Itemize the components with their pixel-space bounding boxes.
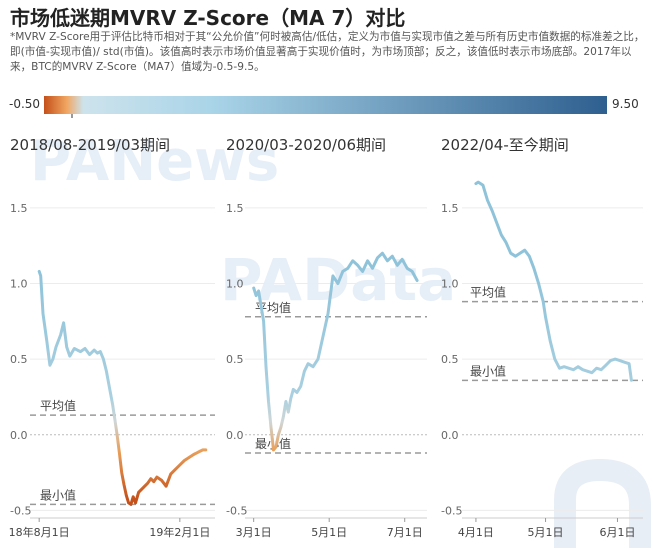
x-tick-label: 19年2月1日 (149, 525, 210, 539)
y-tick-label: -0.5 (226, 504, 247, 517)
panel-title: 2022/04-至今期间 (441, 136, 569, 154)
color-scale-legend: -0.50 9.50 (9, 96, 639, 118)
x-tick-label: 5月1日 (528, 526, 564, 539)
series-line (474, 180, 633, 382)
reference-label: 最小值 (40, 487, 76, 502)
y-tick-label: 1.0 (226, 277, 244, 290)
x-tick-label: 3月1日 (236, 526, 272, 539)
y-tick-label: 0.0 (441, 429, 459, 442)
reference-label: 平均值 (470, 285, 506, 300)
x-tick-label: 4月1日 (458, 526, 494, 539)
y-tick-label: 1.0 (10, 277, 28, 290)
x-tick-label: 7月1日 (387, 526, 423, 539)
series-line (37, 269, 208, 506)
x-tick-label: 5月1日 (311, 526, 347, 539)
y-tick-label: 1.5 (10, 202, 28, 215)
color-scale-max-label: 9.50 (612, 97, 639, 111)
y-tick-label: 1.5 (441, 202, 459, 215)
panels-layer: 2018/08-2019/03期间 1.5 1.0 0.5 0.0 -0.5 18年8月1日… (9, 136, 643, 539)
reference-label: 平均值 (255, 300, 291, 315)
panel-title: 2020/03-2020/06期间 (226, 136, 386, 154)
panel-3: 2022/04-至今期间 1.5 1.0 0.5 0.0 -0.5 4月1日 5月1日 6月1日… (441, 136, 643, 539)
watermark-logo (554, 458, 651, 548)
y-tick-label: -0.5 (441, 504, 462, 517)
y-tick-label: 0.0 (10, 429, 28, 442)
watermark-0: PANews (30, 129, 279, 194)
chart-description: *MVRV Z-Score用于评估比特币相对于其“公允价值”何时被高估/低估，定… (10, 31, 645, 73)
panel-title: 2018/08-2019/03期间 (10, 136, 170, 154)
y-tick-label: -0.5 (10, 504, 31, 517)
panel-2: 2020/03-2020/06期间 1.5 1.0 0.5 0.0 -0.5 3月1日 5月1… (226, 136, 427, 539)
y-tick-label: 0.0 (226, 429, 244, 442)
reference-label: 最小值 (470, 363, 506, 378)
y-tick-label: 0.5 (441, 353, 459, 366)
y-tick-label: 0.5 (10, 353, 28, 366)
x-tick-label: 18年8月1日 (9, 525, 70, 539)
panel-1: 2018/08-2019/03期间 1.5 1.0 0.5 0.0 -0.5 18年8月1日… (9, 136, 215, 539)
y-tick-label: 0.5 (226, 353, 244, 366)
color-scale-bar (44, 96, 607, 114)
reference-label: 平均值 (40, 398, 76, 413)
series-line (252, 251, 419, 452)
x-tick-label: 6月1日 (599, 526, 635, 539)
chart-title: 市场低迷期MVRV Z-Score（MA 7）对比 (10, 6, 406, 30)
color-scale-min-label: -0.50 (9, 97, 40, 111)
y-tick-label: 1.0 (441, 277, 459, 290)
y-tick-label: 1.5 (226, 202, 244, 215)
